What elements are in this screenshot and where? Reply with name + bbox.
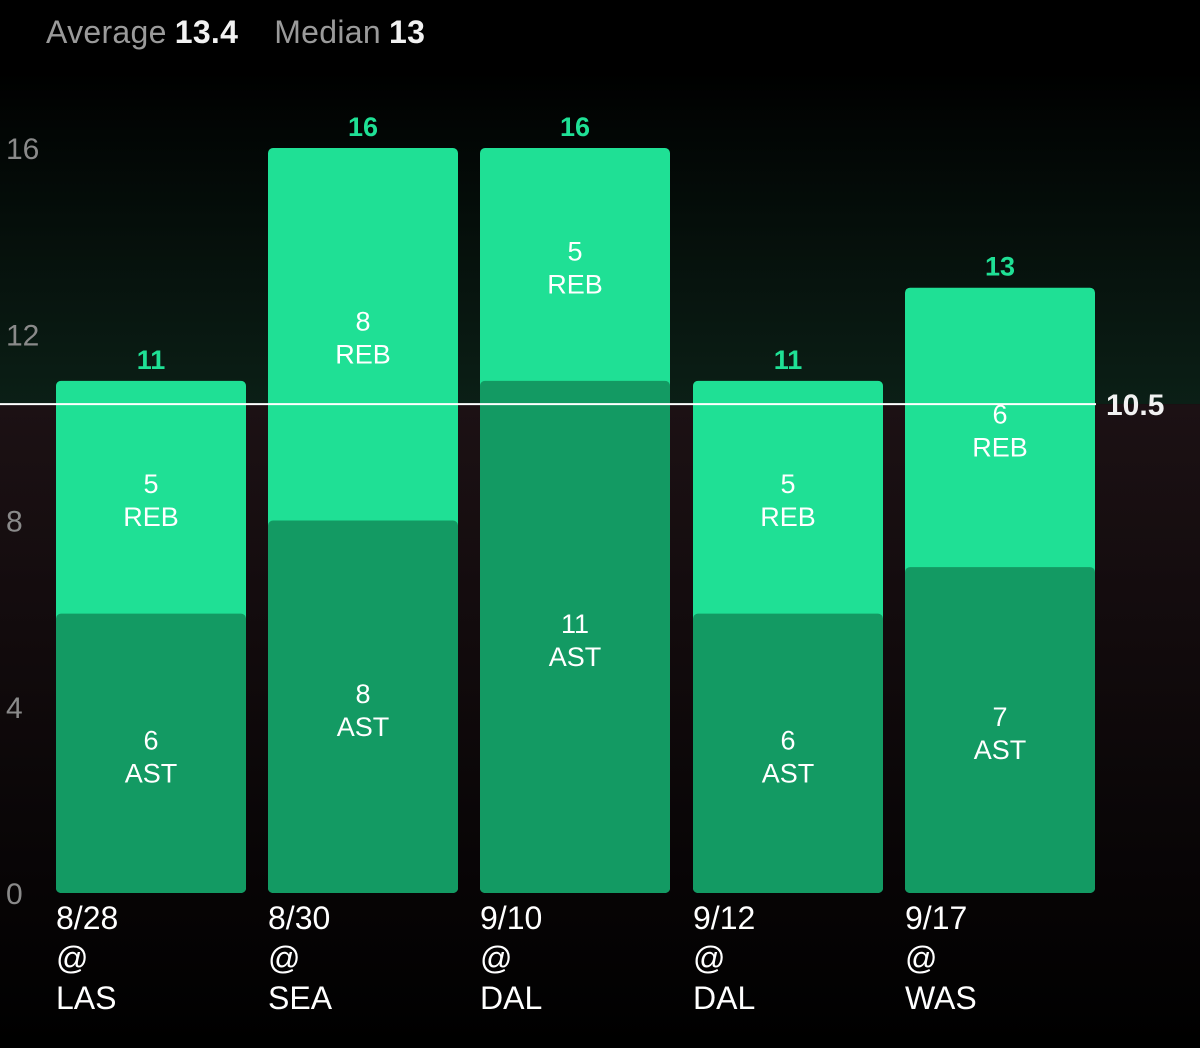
x-axis-label-at: @ [480, 940, 513, 976]
reb-value-label: 6 [992, 399, 1007, 429]
x-axis-label-date: 9/17 [905, 900, 968, 936]
ast-series-label: AST [974, 735, 1027, 765]
bar-total-label: 16 [560, 112, 590, 142]
average-label: Average [46, 14, 167, 50]
x-axis-label: 9/17 @ WAS [905, 898, 1095, 1018]
bar-total-label: 11 [137, 345, 166, 375]
ast-series-label: AST [125, 758, 178, 788]
ast-series-label: AST [549, 642, 602, 672]
ast-value-label: 8 [355, 679, 370, 709]
average-value: 13.4 [174, 14, 239, 50]
x-axis-label: 9/10 @ DAL [480, 898, 670, 1018]
x-axis-label-at: @ [56, 940, 89, 976]
x-axis-label-opp: DAL [480, 980, 543, 1016]
bar-segment-ast [480, 380, 670, 893]
x-axis-label-opp: DAL [693, 980, 756, 1016]
y-tick-label: 12 [6, 319, 39, 352]
y-tick-label: 0 [6, 878, 23, 911]
x-axis-label: 8/28 @ LAS [56, 898, 246, 1018]
reb-series-label: REB [760, 502, 816, 532]
x-axis-label-date: 8/30 [268, 900, 331, 936]
median-value: 13 [388, 14, 426, 50]
reb-value-label: 5 [143, 469, 158, 499]
bar-total-label: 13 [985, 252, 1015, 282]
x-axis-label: 8/30 @ SEA [268, 898, 458, 1018]
ast-value-label: 11 [561, 609, 589, 639]
bar-segment-ast [693, 613, 883, 893]
x-axis-label-date: 9/10 [480, 900, 543, 936]
x-axis-label-opp: WAS [905, 980, 977, 1016]
bar-segment-ast [268, 520, 458, 893]
ast-value-label: 7 [992, 702, 1007, 732]
median-label: Median [274, 14, 381, 50]
x-axis-label-at: @ [905, 940, 938, 976]
bar-segment-ast [56, 613, 246, 893]
x-axis-label-at: @ [693, 940, 726, 976]
y-tick-label: 16 [6, 133, 39, 166]
x-axis-label-opp: SEA [268, 980, 333, 1016]
x-axis-label-at: @ [268, 940, 301, 976]
reb-series-label: REB [123, 502, 179, 532]
ast-series-label: AST [762, 758, 815, 788]
summary-stats: Average 13.4 Median 13 [46, 14, 425, 51]
average-stat: Average 13.4 [46, 14, 238, 51]
y-tick-label: 4 [6, 692, 23, 725]
reb-series-label: REB [547, 269, 603, 299]
ast-value-label: 6 [780, 725, 795, 755]
reb-series-label: REB [972, 432, 1028, 462]
reb-value-label: 5 [567, 236, 582, 266]
x-axis-label: 9/12 @ DAL [693, 898, 883, 1018]
bar-total-label: 11 [774, 345, 803, 375]
reb-value-label: 5 [780, 469, 795, 499]
x-axis-label-date: 8/28 [56, 900, 119, 936]
reb-series-label: REB [335, 339, 391, 369]
ast-series-label: AST [337, 712, 390, 742]
x-axis-label-opp: LAS [56, 980, 117, 1016]
median-stat: Median 13 [274, 14, 425, 51]
bar-total-label: 16 [348, 112, 378, 142]
ast-value-label: 6 [143, 725, 158, 755]
y-tick-label: 8 [6, 506, 23, 539]
x-axis-label-date: 9/12 [693, 900, 756, 936]
bar-segment-ast [905, 567, 1095, 893]
reb-value-label: 8 [355, 306, 370, 336]
threshold-value-label: 10.5 [1106, 389, 1164, 422]
